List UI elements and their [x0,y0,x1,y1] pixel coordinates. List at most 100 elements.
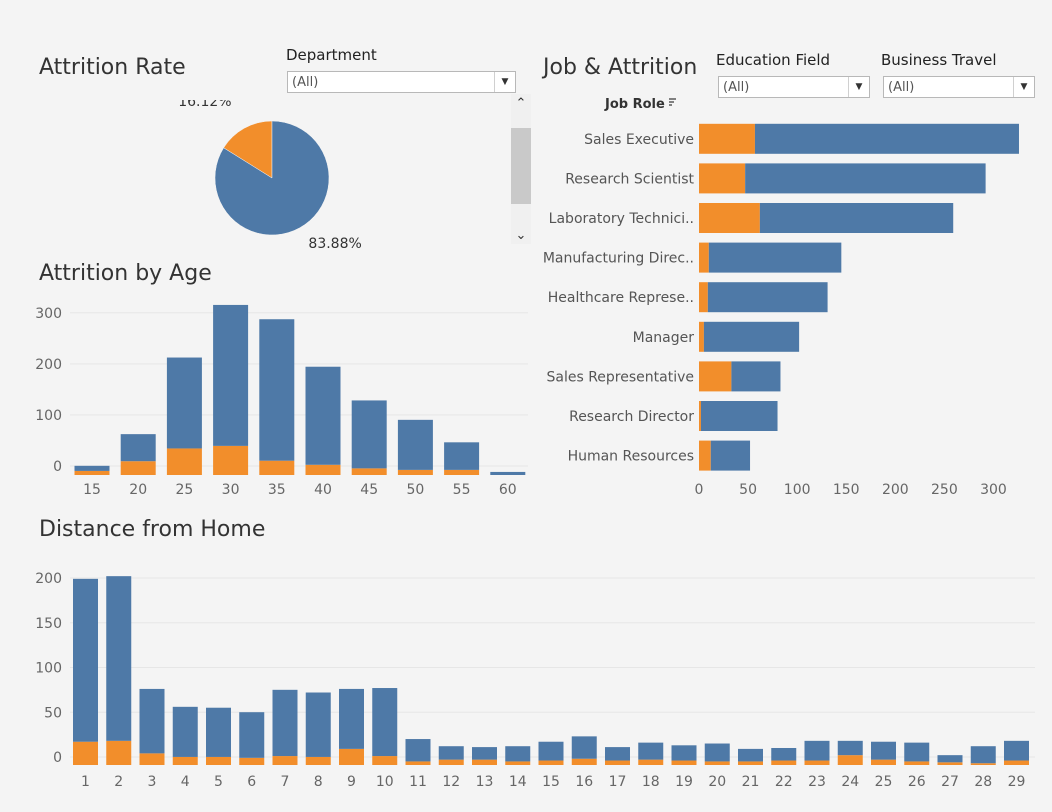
x-tick-label: 4 [181,774,190,790]
age-bar [74,470,110,475]
job-role-bar [707,282,828,313]
y-tick-label: 200 [35,357,62,373]
job-role-bar [699,123,755,154]
x-tick-label: 22 [775,774,793,790]
x-tick-label: 27 [941,774,959,790]
job-role-bar [699,282,708,313]
business-travel-dropdown[interactable]: (All) ▼ [883,76,1035,98]
job-attrition-bar-chart: Job Role Sales Executive Research Scientis… [543,97,1019,498]
x-tick-label: 1 [81,774,90,790]
distance-bar [305,756,331,765]
scroll-down-icon[interactable]: ⌄ [515,227,527,243]
x-tick-label: 8 [314,774,323,790]
x-tick-label: 0 [695,482,704,498]
x-tick-label: 21 [742,774,760,790]
job-attrition-title: Job & Attrition [543,55,698,80]
scrollbar-thumb[interactable] [511,128,531,204]
job-role-label: Research Director [569,409,694,425]
x-tick-label: 40 [314,482,332,498]
x-tick-label: 45 [360,482,378,498]
job-role-label: Manager [633,330,695,346]
distance-bar [871,741,896,760]
distance-bar [505,761,531,765]
distance-bar [206,756,231,765]
y-tick-label: 200 [35,571,62,587]
x-tick-label: 9 [347,774,356,790]
y-tick-label: 0 [53,750,62,766]
job-role-label: Human Resources [568,449,694,465]
distance-bar [339,688,364,749]
x-tick-label: 11 [409,774,427,790]
x-tick-label: 35 [268,482,286,498]
distance-bar [904,742,930,762]
x-tick-label: 23 [808,774,826,790]
x-tick-label: 55 [453,482,471,498]
x-tick-label: 25 [175,482,193,498]
x-tick-label: 50 [739,482,757,498]
age-bar [351,400,387,469]
distance-bar [239,757,265,765]
age-bar [490,471,526,475]
distance-bar [970,746,996,764]
education-field-dropdown[interactable]: (All) ▼ [718,76,870,98]
pie-slice-label: 83.88% [308,236,361,250]
business-travel-filter-label: Business Travel [881,51,997,69]
job-role-label: Sales Executive [584,132,694,148]
distance-bar [771,747,797,761]
pie-slice-label: 16.12% [178,100,231,110]
x-tick-label: 18 [642,774,660,790]
job-role-bar [699,401,701,431]
age-bar [444,469,480,475]
distance-bar [937,762,963,765]
department-filter-label: Department [286,46,377,64]
distance-bar [538,741,564,761]
x-tick-label: 300 [980,482,1007,498]
x-tick-label: 13 [476,774,494,790]
age-bar [166,357,202,449]
scroll-up-icon[interactable]: ⌃ [515,95,527,111]
distance-bar [372,688,398,757]
x-tick-label: 60 [499,482,517,498]
distance-bar [704,761,730,765]
job-role-bar [745,163,986,194]
x-tick-label: 15 [542,774,560,790]
distance-bar [73,741,98,765]
distance-bar [638,759,664,765]
distance-bar [804,760,830,765]
department-dropdown[interactable]: (All) ▼ [287,71,516,93]
distance-bar [671,760,697,765]
distance-bar [671,745,697,761]
distance-bar [472,747,497,760]
x-tick-label: 24 [841,774,859,790]
distance-bar [605,747,630,761]
distance-bar [837,740,863,756]
distance-bar [305,692,331,757]
job-role-header: Job Role [604,97,665,112]
x-tick-label: 3 [148,774,157,790]
distance-bar [638,742,664,760]
chevron-down-icon[interactable]: ▼ [848,77,869,97]
pie-slice [214,120,330,236]
distance-bar [106,740,132,765]
distance-bar [405,739,431,762]
attrition-by-age-title: Attrition by Age [39,261,212,286]
chevron-down-icon[interactable]: ▼ [494,72,515,92]
age-bar [305,366,341,465]
distance-bar [605,760,630,765]
distance-bar [272,756,298,765]
department-scrollbar[interactable]: ⌃ ⌄ [511,94,531,244]
x-tick-label: 2 [114,774,123,790]
job-role-bar [710,440,751,471]
chevron-down-icon[interactable]: ▼ [1013,77,1034,97]
x-tick-label: 26 [908,774,926,790]
job-role-bar [700,401,778,431]
x-tick-label: 30 [222,482,240,498]
x-tick-label: 250 [931,482,958,498]
distance-bar [1004,760,1029,765]
x-tick-label: 150 [833,482,860,498]
job-role-label: Research Scientist [565,171,694,187]
y-tick-label: 150 [35,616,62,632]
job-role-bar [699,440,711,471]
x-tick-label: 17 [609,774,627,790]
